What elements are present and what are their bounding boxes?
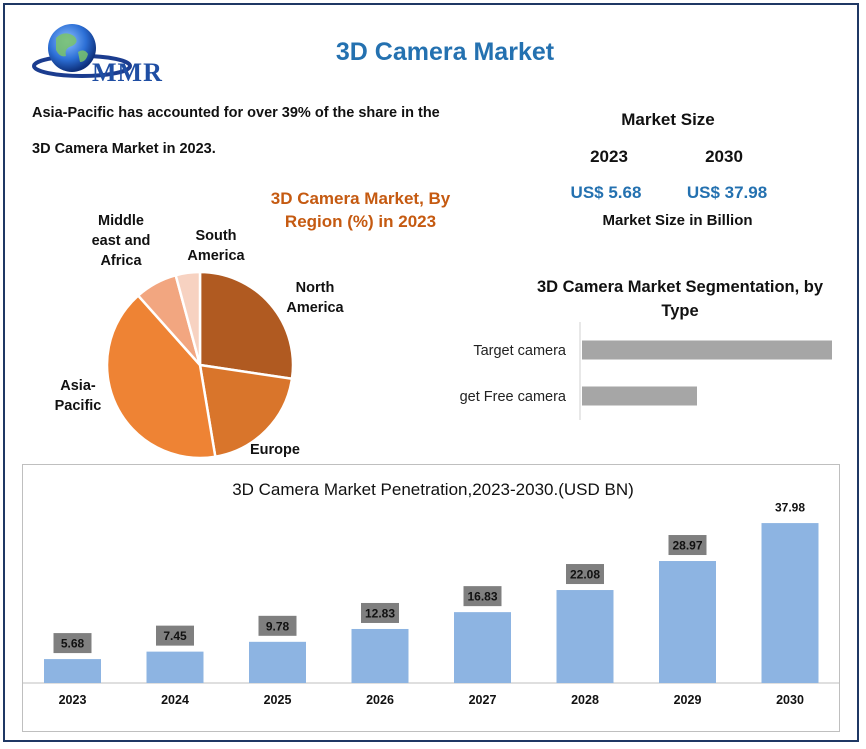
x-tick-2025: 2025 (264, 693, 292, 707)
market-size-value-2023: US$ 5.68 (570, 183, 642, 202)
market-size-title: Market Size (621, 110, 715, 129)
globe-icon (32, 24, 132, 78)
pie-slice-europe (198, 363, 294, 459)
segment-bar-get-free-camera (582, 386, 697, 406)
x-tick-2023: 2023 (59, 693, 87, 707)
x-tick-2026: 2026 (366, 693, 394, 707)
page-title: 3D Camera Market (335, 38, 555, 66)
x-tick-2024: 2024 (161, 693, 189, 707)
pie-slice-north-america (198, 270, 295, 381)
brand-name: MMR (92, 58, 163, 87)
pie-label-north-america: North America (286, 280, 344, 316)
x-tick-2028: 2028 (571, 693, 599, 707)
data-label-box-2024 (156, 625, 194, 646)
x-tick-2030: 2030 (776, 693, 804, 707)
pie-slice-south-america (174, 270, 202, 366)
bar-2027 (454, 612, 511, 683)
region-pie-chart (105, 270, 295, 460)
market-size-year-2030: 2030 (705, 147, 743, 166)
bar-2025 (249, 641, 306, 683)
data-label-box-2029 (668, 535, 707, 556)
bar-2030 (761, 523, 819, 683)
infographic-frame (3, 3, 859, 742)
data-label-2025: 9.78 (266, 619, 290, 633)
data-label-2024: 7.45 (163, 629, 187, 643)
data-label-box-2027 (463, 586, 502, 607)
data-label-2029: 28.97 (672, 539, 702, 553)
pie-slice-asia-pacific (105, 293, 217, 460)
bar-2028 (556, 590, 614, 683)
data-label-2023: 5.68 (61, 637, 85, 651)
pie-label-south-america: South America (187, 228, 245, 264)
x-tick-2029: 2029 (674, 693, 702, 707)
data-label-box-2026 (361, 602, 399, 623)
x-tick-2027: 2027 (469, 693, 497, 707)
pie-chart-title: 3D Camera Market, By Region (%) in 2023 (270, 189, 451, 231)
segmentation-bar-chart: Target camera get Free camera (460, 322, 832, 420)
data-label-2028: 22.08 (570, 568, 600, 582)
data-label-2026: 12.83 (365, 606, 395, 620)
bar-2023 (44, 659, 101, 683)
segment-bar-target-camera (582, 340, 832, 360)
bar-2029 (659, 561, 716, 683)
pie-label-asia-pacific: Asia- Pacific (54, 378, 102, 414)
segment-label-get-free-camera: get Free camera (460, 389, 567, 405)
penetration-bar-chart: 5.68 2023 7.45 2024 9.78 2025 12.83 2026 16.83 20… (22, 501, 840, 707)
market-size-value-2030: US$ 37.98 (686, 183, 768, 202)
pie-label-middle-east-africa: Middle east and Africa (91, 213, 151, 269)
summary-line-2: 3D Camera Market in 2023. (32, 141, 216, 157)
pie-label-europe: Europe (250, 442, 300, 458)
data-label-box-2028 (566, 564, 604, 585)
data-label-box-2025 (258, 615, 297, 636)
segmentation-chart-title: 3D Camera Market Segmentation, by Type (536, 278, 824, 320)
segment-label-target-camera: Target camera (473, 343, 567, 359)
market-size-year-2023: 2023 (590, 147, 628, 166)
bar-2026 (351, 628, 409, 683)
market-size-unit: Market Size in Billion (602, 212, 753, 229)
data-label-2030: 37.98 (775, 501, 805, 515)
data-label-box-2023 (53, 633, 92, 654)
mmr-logo (24, 22, 174, 84)
summary-line-1: Asia-Pacific has accounted for over 39% … (32, 105, 440, 121)
data-label-2027: 16.83 (467, 590, 497, 604)
bar-2024 (146, 651, 204, 683)
penetration-chart-title: 3D Camera Market Penetration,2023-2030.(… (232, 480, 634, 499)
